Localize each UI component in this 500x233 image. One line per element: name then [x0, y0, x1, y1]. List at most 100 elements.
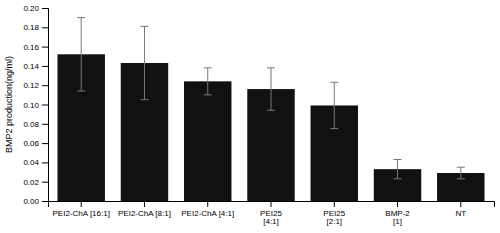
- tick: PEI25[4:1]: [260, 201, 282, 226]
- error-cap: [394, 178, 402, 179]
- error-line: [81, 18, 82, 91]
- tick-label: 0.02: [23, 178, 39, 187]
- error-line: [144, 26, 145, 99]
- tick: PEI2-ChA [4:1]: [181, 201, 234, 218]
- tick-label: PEI2-ChA [16:1]: [53, 209, 110, 218]
- error-bar: [77, 18, 85, 91]
- error-line: [334, 82, 335, 128]
- error-line: [271, 68, 272, 110]
- tick-mark: [42, 66, 48, 67]
- error-cap: [140, 99, 148, 100]
- axis-line: [49, 202, 495, 208]
- tick-label: 0.16: [23, 43, 39, 52]
- error-bar: [330, 82, 338, 128]
- error-cap: [77, 90, 85, 91]
- tick-mark: [144, 201, 145, 207]
- y-axis: 0.00 0.02 0.04 0.06 0.08 0.10 0.12 0.14 0.16 0.18…: [23, 4, 48, 206]
- error-cap: [267, 67, 275, 68]
- tick-label: NT: [455, 209, 466, 218]
- tick: 0.02: [23, 178, 48, 187]
- marks: [57, 18, 484, 201]
- tick-label: PEI25[4:1]: [260, 209, 282, 227]
- error-cap: [330, 128, 338, 129]
- error-bar: [394, 160, 402, 179]
- plot: 0.00 0.02 0.04 0.06 0.08 0.10 0.12 0.14 0.16 0.18…: [4, 4, 495, 226]
- tick-label-line: PEI25: [260, 209, 282, 218]
- tick-label-line: BMP-2: [385, 209, 410, 218]
- error-bar: [204, 68, 212, 95]
- error-bar: [457, 167, 465, 179]
- tick-label: 0.06: [23, 139, 39, 148]
- tick-label-line: NT: [455, 209, 466, 218]
- axis-line: [42, 9, 49, 202]
- error-cap: [204, 94, 212, 95]
- error-cap: [140, 26, 148, 27]
- tick-mark: [42, 143, 48, 144]
- tick-label-line: PEI25: [323, 209, 345, 218]
- error-cap: [77, 17, 85, 18]
- tick-mark: [334, 201, 335, 207]
- tick-label: 0.12: [23, 81, 39, 90]
- tick-mark: [397, 201, 398, 207]
- tick-mark: [271, 201, 272, 207]
- error-cap: [330, 82, 338, 83]
- bar: [184, 81, 231, 201]
- tick-label: 0.10: [23, 101, 39, 110]
- tick: 0.00: [23, 197, 48, 206]
- tick: 0.12: [23, 81, 48, 90]
- tick-mark: [42, 124, 48, 125]
- tick-label: PEI25[2:1]: [323, 209, 345, 227]
- tick-mark: [42, 162, 48, 163]
- tick-mark: [207, 201, 208, 207]
- tick-label: 0.04: [23, 158, 39, 167]
- error-cap: [204, 67, 212, 68]
- tick-mark: [460, 201, 461, 207]
- error-cap: [457, 178, 465, 179]
- tick: 0.18: [23, 23, 48, 32]
- tick-label-line: [2:1]: [326, 217, 342, 226]
- tick-mark: [42, 27, 48, 28]
- tick-label: 0.20: [23, 4, 39, 13]
- tick-label-line: PEI2-ChA [16:1]: [53, 209, 110, 218]
- y-axis-title: BMP2 production(ng/ml): [4, 56, 14, 153]
- tick-label-line: PEI2-ChA [8:1]: [118, 209, 171, 218]
- tick: BMP-2[1]: [385, 201, 410, 226]
- tick: 0.14: [23, 62, 48, 71]
- chart: 0.00 0.02 0.04 0.06 0.08 0.10 0.12 0.14 0.16 0.18…: [0, 0, 500, 233]
- tick-mark: [42, 85, 48, 86]
- tick-mark: [42, 201, 48, 202]
- tick-label-line: [4:1]: [263, 217, 279, 226]
- tick: 0.04: [23, 158, 48, 167]
- error-cap: [267, 110, 275, 111]
- tick: PEI25[2:1]: [323, 201, 345, 226]
- error-cap: [457, 167, 465, 168]
- tick-label: BMP-2[1]: [385, 209, 410, 227]
- tick-label: PEI2-ChA [8:1]: [118, 209, 171, 218]
- tick: 0.06: [23, 139, 48, 148]
- tick-mark: [42, 47, 48, 48]
- error-line: [207, 68, 208, 95]
- tick-label: 0.08: [23, 120, 39, 129]
- tick: 0.10: [23, 101, 48, 110]
- tick-label: 0.14: [23, 62, 39, 71]
- tick: 0.08: [23, 120, 48, 129]
- error-line: [397, 160, 398, 179]
- tick: PEI2-ChA [16:1]: [53, 201, 110, 218]
- tick-label: 0.00: [23, 197, 39, 206]
- tick-label-line: PEI2-ChA [4:1]: [181, 209, 234, 218]
- error-line: [460, 167, 461, 179]
- tick: 0.16: [23, 43, 48, 52]
- tick-label: 0.18: [23, 23, 39, 32]
- error-bar: [267, 68, 275, 110]
- error-cap: [394, 159, 402, 160]
- error-bar: [140, 26, 148, 99]
- tick-label: PEI2-ChA [4:1]: [181, 209, 234, 218]
- tick: PEI2-ChA [8:1]: [118, 201, 171, 218]
- tick-mark: [42, 182, 48, 183]
- tick-mark: [42, 105, 48, 106]
- x-axis: PEI2-ChA [16:1] PEI2-ChA [8:1] PEI2-ChA [4…: [49, 201, 495, 226]
- tick-mark: [81, 201, 82, 207]
- tick: NT: [455, 201, 466, 218]
- tick-mark: [42, 8, 48, 9]
- tick-label-line: [1]: [393, 217, 402, 226]
